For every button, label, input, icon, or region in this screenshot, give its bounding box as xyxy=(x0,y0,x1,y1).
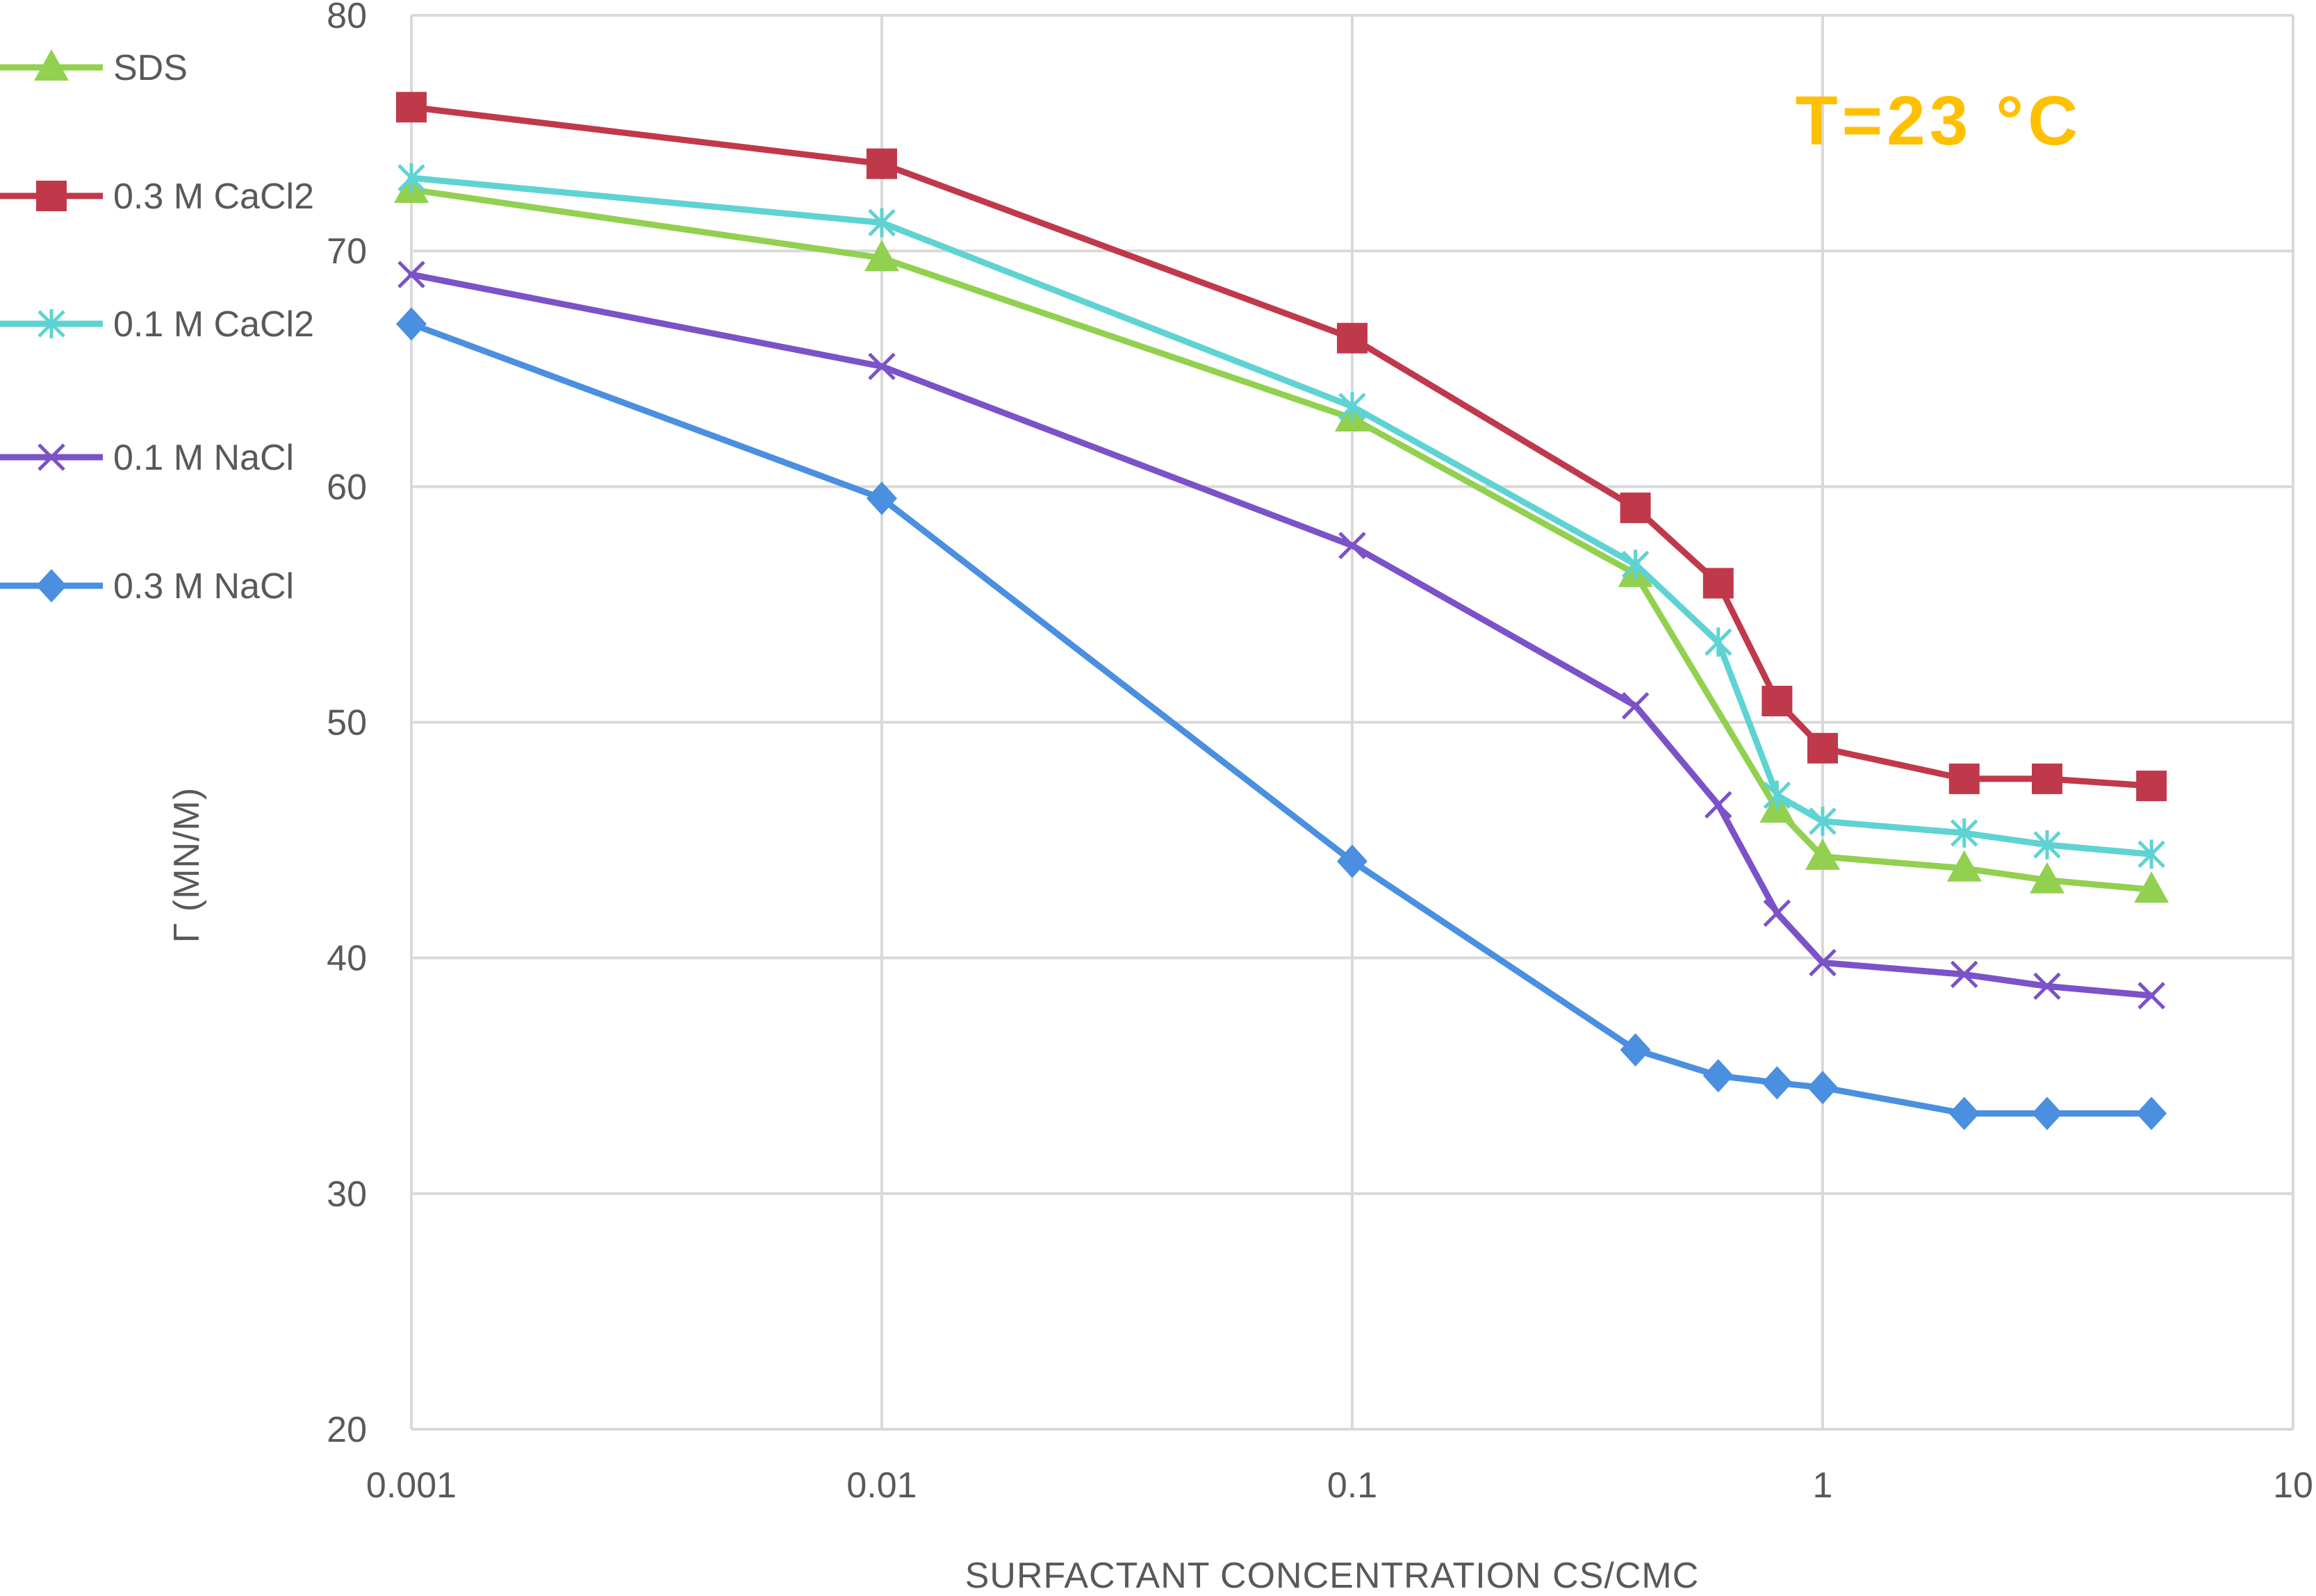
legend-item: 0.3 M CaCl2 xyxy=(0,176,314,217)
legend-marker xyxy=(38,309,65,338)
data-point xyxy=(1763,899,1791,927)
data-point xyxy=(868,208,896,238)
data-point xyxy=(1337,322,1368,354)
data-point xyxy=(868,352,896,381)
y-tick-label: 20 xyxy=(327,1410,367,1450)
series-0-3-m-cacl2 xyxy=(396,92,2167,802)
data-point xyxy=(1620,1033,1651,1067)
x-axis-title: SURFACTANT CONCENTRATION CS/CMC xyxy=(965,1556,1700,1596)
data-point xyxy=(397,163,425,193)
data-point xyxy=(2030,862,2065,894)
series-0-1-m-cacl2 xyxy=(397,163,2165,869)
legend-marker xyxy=(36,181,67,211)
x-tick-label: 0.01 xyxy=(846,1465,917,1506)
data-point xyxy=(1705,791,1732,818)
legend-item: SDS xyxy=(0,48,188,88)
data-point xyxy=(2136,771,2167,802)
temperature-annotation: T=23 °C xyxy=(1796,82,2083,160)
data-point xyxy=(1702,568,1734,599)
data-point xyxy=(1763,780,1791,810)
grid xyxy=(410,14,2294,1431)
data-point xyxy=(1807,732,1838,764)
x-tick-label: 1 xyxy=(1813,1465,1833,1506)
series-0-3-m-nacl xyxy=(396,307,2167,1130)
legend-label: 0.1 M NaCl xyxy=(113,438,294,478)
data-point xyxy=(1950,818,1978,848)
data-point xyxy=(396,92,427,123)
data-point xyxy=(1805,838,1840,870)
legend: SDS 0.3 M CaCl2 0.1 M CaCl2 0.1 M NaCl 0.3 M… xyxy=(0,48,314,607)
y-tick-label: 30 xyxy=(327,1174,367,1215)
data-point xyxy=(2137,982,2165,1010)
data-point xyxy=(2136,1096,2167,1130)
y-tick-label: 70 xyxy=(327,231,367,272)
data-point xyxy=(1621,691,1650,720)
data-point xyxy=(867,482,897,516)
legend-marker xyxy=(36,569,67,602)
data-point xyxy=(1809,806,1837,836)
series-line xyxy=(408,186,2155,893)
y-axis-title: Γ (MN/M) xyxy=(167,787,207,943)
legend-label: 0.3 M CaCl2 xyxy=(113,176,314,217)
data-point xyxy=(1702,1059,1734,1093)
x-tick-label: 0.1 xyxy=(1327,1465,1377,1506)
data-point xyxy=(1950,960,1978,989)
legend-label: 0.3 M NaCl xyxy=(113,566,294,607)
x-tick-label: 10 xyxy=(2273,1465,2313,1506)
series-sds xyxy=(394,171,2169,903)
data-point xyxy=(1337,844,1368,878)
data-point xyxy=(2032,763,2063,794)
data-point xyxy=(2033,972,2061,1001)
data-point xyxy=(1338,532,1366,559)
data-point xyxy=(1948,763,1980,794)
axis-ticks: 20 30 40 50 60 70 80 0.001 0.01 0.1 1 10 xyxy=(327,0,2313,1506)
data-point xyxy=(1948,1096,1980,1130)
legend-item: 0.3 M NaCl xyxy=(0,566,294,607)
data-point xyxy=(864,240,899,272)
data-point xyxy=(2137,839,2165,869)
data-point xyxy=(1761,1066,1793,1100)
data-point xyxy=(867,148,897,179)
data-point xyxy=(1761,685,1793,716)
legend-label: 0.1 M CaCl2 xyxy=(113,304,314,345)
data-point xyxy=(2033,830,2061,859)
data-point xyxy=(1705,627,1732,657)
data-point xyxy=(2134,871,2169,903)
series-0-1-m-nacl xyxy=(397,261,2165,1010)
y-tick-label: 40 xyxy=(327,939,367,979)
legend-item: 0.1 M CaCl2 xyxy=(0,304,314,345)
x-tick-label: 0.001 xyxy=(366,1465,457,1506)
data-point xyxy=(1620,492,1651,523)
data-point xyxy=(1807,1071,1838,1105)
legend-marker xyxy=(34,49,69,81)
series-line xyxy=(408,104,2155,789)
plot-series xyxy=(394,92,2169,1130)
data-point xyxy=(1338,392,1366,422)
data-point xyxy=(1621,550,1650,579)
legend-item: 0.1 M NaCl xyxy=(0,438,294,478)
data-point xyxy=(396,307,427,341)
y-tick-label: 80 xyxy=(327,0,367,36)
data-point xyxy=(397,261,425,288)
legend-marker xyxy=(38,443,65,471)
series-line xyxy=(408,271,2155,999)
series-line xyxy=(408,174,2155,857)
y-tick-label: 50 xyxy=(327,703,367,743)
data-point xyxy=(1809,948,1837,977)
data-point xyxy=(2032,1096,2063,1130)
y-tick-label: 60 xyxy=(327,467,367,507)
legend-label: SDS xyxy=(113,48,188,88)
data-point xyxy=(1946,850,1982,882)
series-line xyxy=(408,320,2155,1117)
